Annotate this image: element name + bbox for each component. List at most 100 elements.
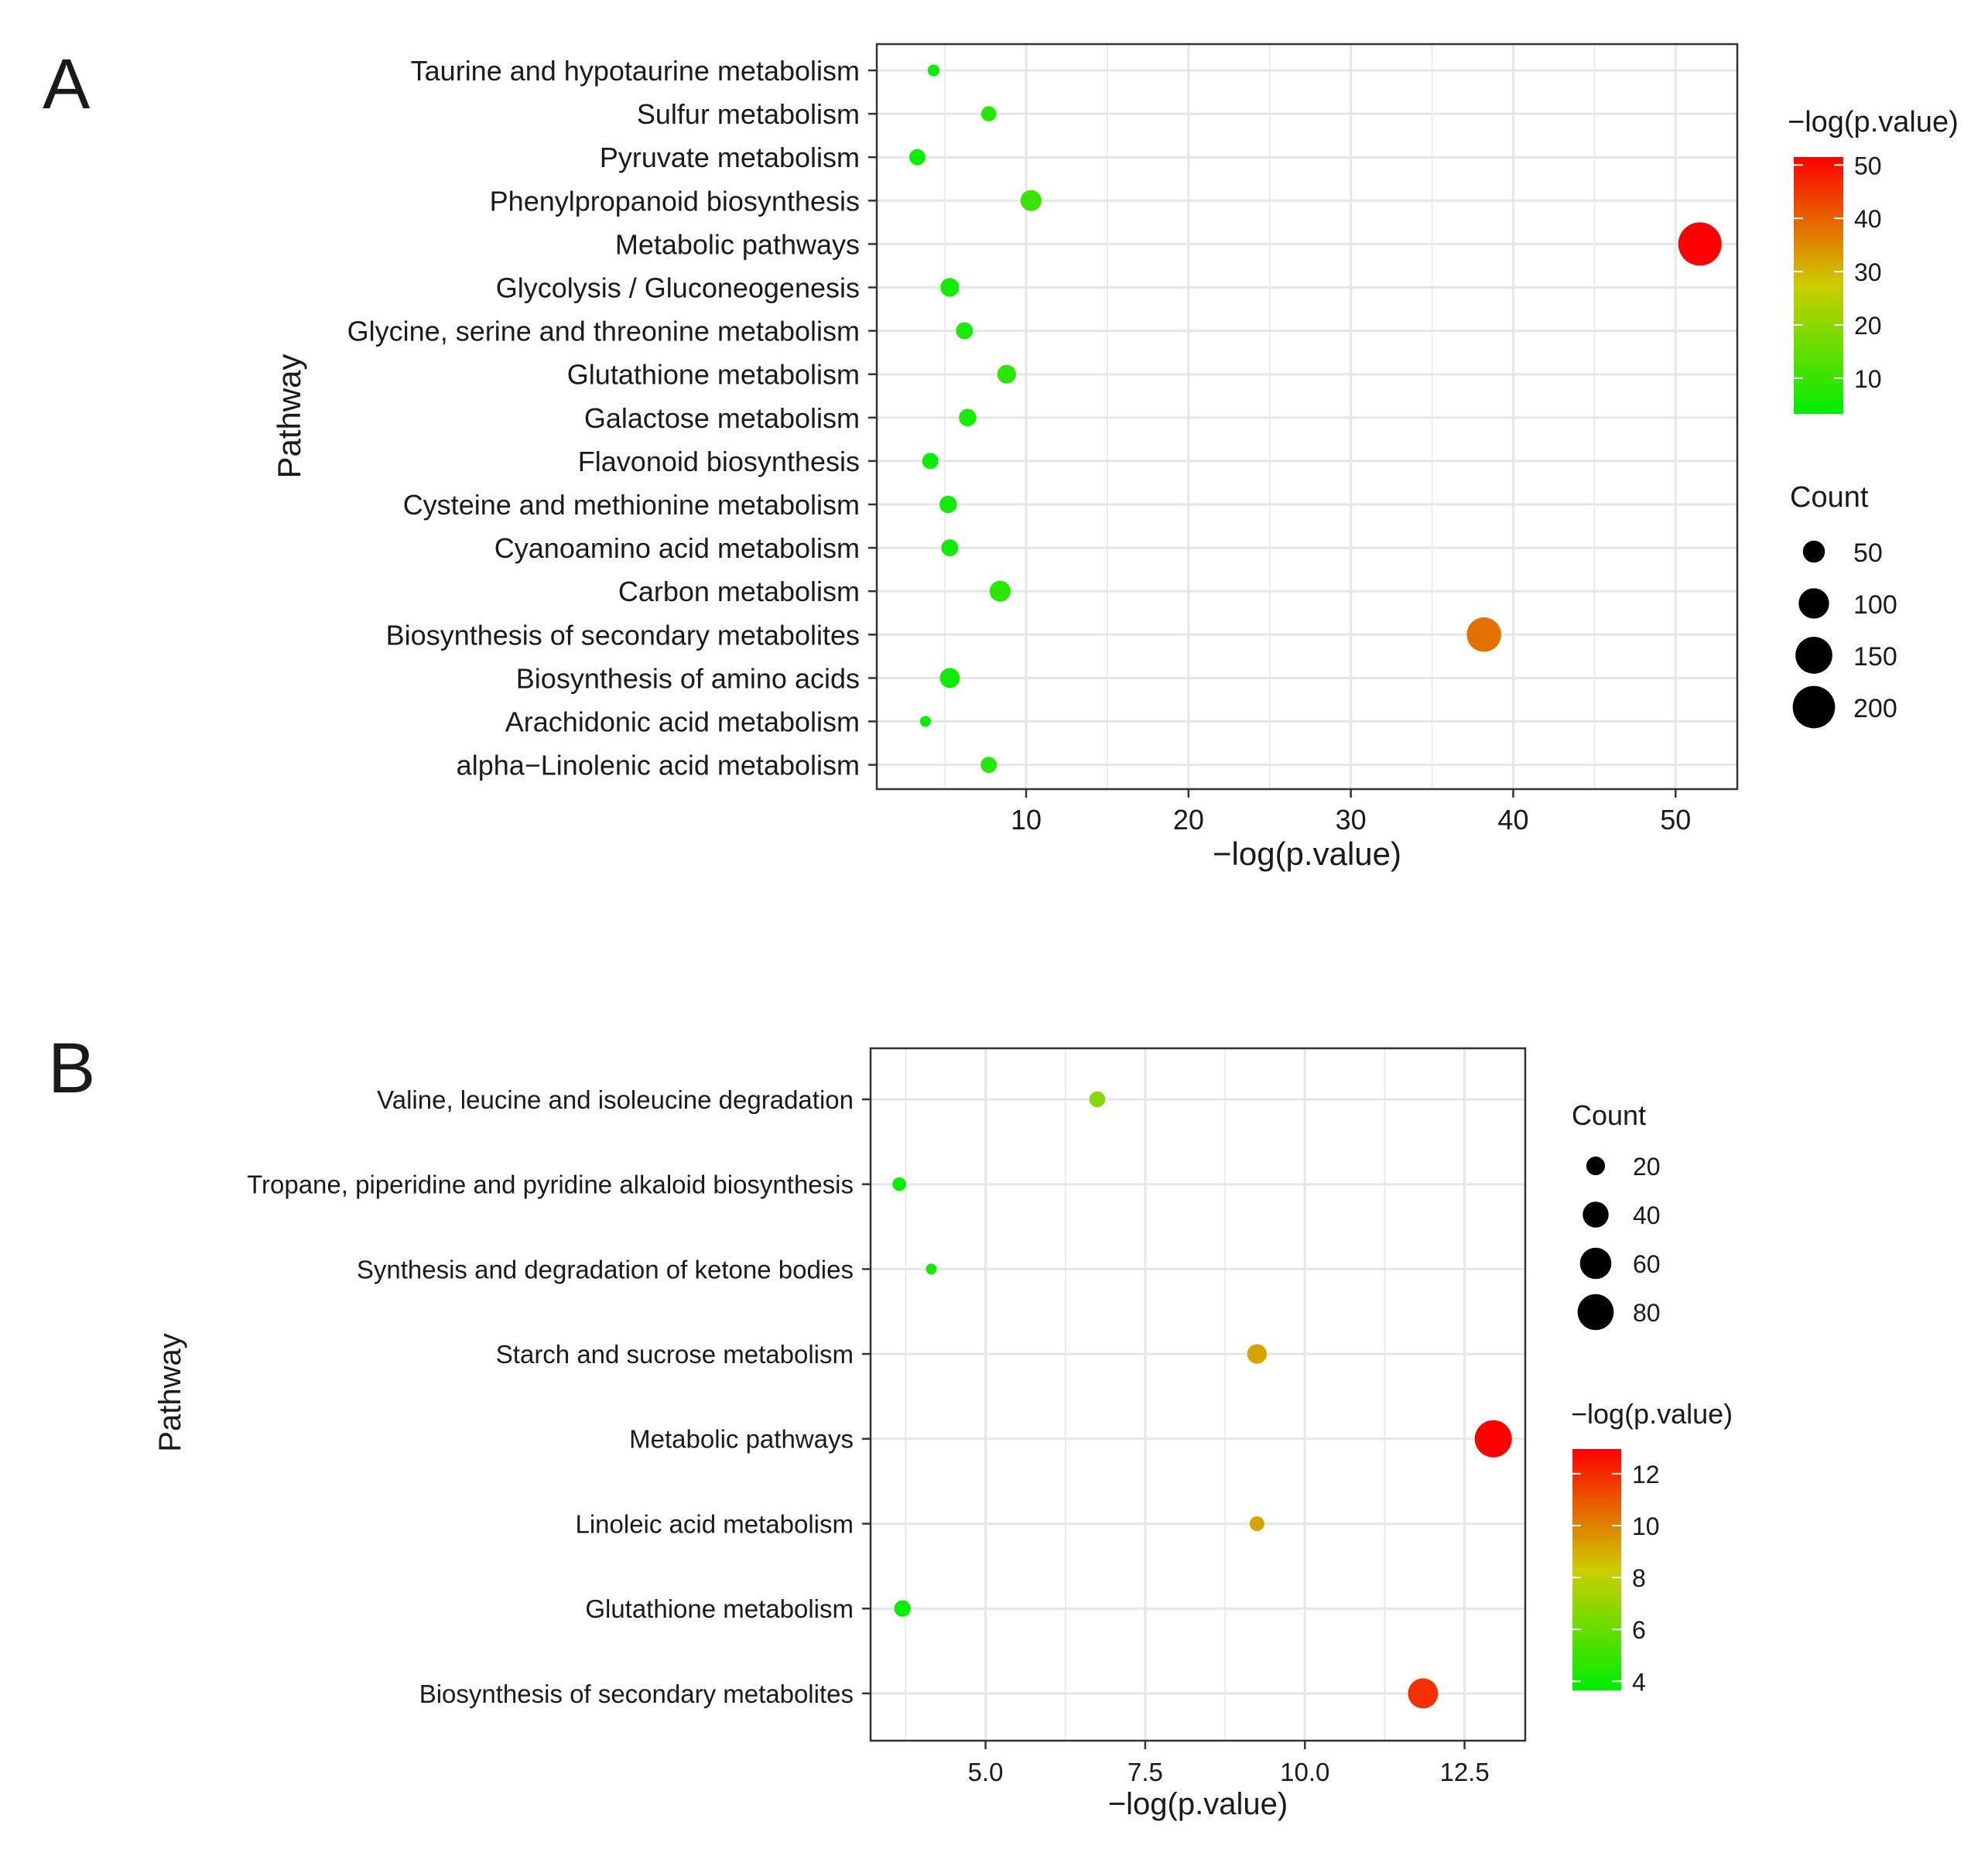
plot-frame (869, 1047, 1527, 1742)
size-legend-item: 50 (1802, 538, 1883, 568)
data-point (894, 1600, 911, 1617)
y-tick-label: Phenylpropanoid biosynthesis (490, 185, 860, 217)
color-legend-tick-label: 12 (1632, 1461, 1660, 1488)
x-tick-label: 5.0 (968, 1758, 1004, 1786)
color-legend-tick-label: 6 (1632, 1616, 1646, 1644)
size-legend-label: 40 (1633, 1201, 1661, 1229)
data-point (997, 364, 1016, 384)
color-bar (1572, 1449, 1621, 1690)
data-points (892, 1091, 1512, 1709)
size-legend-circle (1802, 540, 1825, 563)
y-tick-label: Taurine and hypotaurine metabolism (411, 55, 860, 87)
data-point (980, 757, 997, 774)
x-axis: 5.0 7.5 10.0 12.5 (968, 1741, 1490, 1786)
y-tick-label: alpha−Linolenic acid metabolism (457, 750, 860, 781)
size-legend: Count 50 100 150 200 (1790, 481, 1897, 729)
y-tick-label: Tropane, piperidine and pyridine alkaloi… (247, 1171, 854, 1199)
x-tick-label: 12.5 (1439, 1758, 1489, 1786)
panel-b-chart: Valine, leucine and isoleucine degradati… (153, 1047, 1733, 1821)
y-tick-label: Metabolic pathways (615, 228, 860, 260)
y-tick-label: Biosynthesis of secondary metabolites (419, 1680, 854, 1708)
y-tick-label: Galactose metabolism (584, 402, 860, 434)
size-legend-circle (1792, 685, 1836, 729)
color-bar (1794, 157, 1843, 414)
panel-a-chart: Taurine and hypotaurine metabolism Sulfur… (271, 43, 1959, 872)
size-legend-label: 60 (1633, 1250, 1661, 1278)
color-legend-title: −log(p.value) (1788, 106, 1959, 138)
data-point (1089, 1091, 1106, 1108)
data-points (909, 64, 1722, 774)
y-tick-label: Flavonoid biosynthesis (578, 446, 860, 477)
y-axis-title: Pathway (271, 354, 307, 478)
data-point (927, 64, 939, 77)
data-point (939, 668, 960, 689)
color-legend-tick-label: 4 (1632, 1668, 1646, 1696)
grid-lines (877, 44, 1737, 789)
x-tick-label: 7.5 (1127, 1758, 1163, 1786)
size-legend-item: 40 (1583, 1201, 1661, 1229)
x-tick-label: 40 (1497, 804, 1528, 836)
color-legend-tick-label: 10 (1632, 1512, 1660, 1540)
y-axis: Valine, leucine and isoleucine degradati… (247, 1085, 871, 1708)
size-legend-item: 60 (1579, 1247, 1661, 1280)
size-legend-circle (1577, 1294, 1614, 1331)
x-tick-label: 30 (1336, 804, 1367, 836)
data-point (892, 1177, 906, 1191)
y-tick-label: Glutathione metabolism (567, 359, 860, 391)
data-point (909, 149, 926, 166)
y-tick-label: Glutathione metabolism (585, 1594, 854, 1623)
size-legend-label: 20 (1633, 1153, 1661, 1181)
x-axis-title: −log(p.value) (1213, 836, 1401, 872)
y-tick-label: Pyruvate metabolism (600, 142, 860, 173)
x-tick-label: 10 (1011, 804, 1042, 836)
color-legend-tick-label: 10 (1854, 365, 1882, 393)
size-legend-label: 50 (1853, 538, 1883, 568)
size-legend-item: 100 (1798, 588, 1897, 620)
data-point (959, 408, 977, 427)
panel-label-b: B (48, 1029, 95, 1108)
y-tick-label: Sulfur metabolism (637, 98, 860, 130)
size-legend-item: 20 (1586, 1153, 1661, 1181)
y-tick-label: Starch and sucrose metabolism (496, 1340, 854, 1369)
x-axis-title: −log(p.value) (1108, 1787, 1288, 1821)
y-tick-label: Metabolic pathways (629, 1425, 854, 1454)
color-legend-ticks: 4 6 8 10 12 (1572, 1461, 1660, 1696)
y-tick-label: Cysteine and methionine metabolism (403, 489, 860, 521)
y-axis: Taurine and hypotaurine metabolism Sulfur… (347, 55, 877, 781)
y-tick-label: Carbon metabolism (618, 576, 860, 607)
size-legend-circle (1798, 588, 1829, 619)
color-legend-tick-label: 30 (1854, 258, 1882, 286)
data-point (980, 106, 997, 121)
data-point (926, 1263, 937, 1275)
data-point (1020, 190, 1042, 211)
color-legend-ticks: 10 20 30 40 50 (1794, 152, 1882, 393)
size-legend-item: 150 (1795, 637, 1897, 674)
data-point (1408, 1678, 1439, 1709)
data-point (1249, 1516, 1264, 1532)
data-point (922, 453, 939, 470)
data-point (941, 539, 959, 557)
y-tick-label: Glycine, serine and threonine metabolism (347, 316, 860, 347)
y-tick-label: Biosynthesis of amino acids (516, 662, 860, 694)
color-legend-tick-label: 40 (1854, 205, 1882, 233)
y-axis-title: Pathway (153, 1333, 187, 1451)
color-legend-tick-label: 50 (1854, 152, 1882, 179)
x-tick-label: 20 (1173, 804, 1204, 836)
color-legend-tick-label: 20 (1854, 312, 1882, 340)
size-legend-circle (1795, 637, 1832, 674)
data-point (940, 278, 960, 297)
size-legend-circle (1583, 1201, 1609, 1228)
plot-background (871, 1048, 1525, 1741)
data-point (989, 580, 1011, 602)
size-legend-label: 150 (1853, 642, 1897, 672)
data-point (1678, 222, 1722, 266)
size-legend-label: 100 (1853, 590, 1897, 620)
data-point (1474, 1420, 1512, 1458)
data-point (956, 322, 973, 340)
x-tick-label: 10.0 (1280, 1758, 1329, 1786)
color-legend-title: −log(p.value) (1571, 1398, 1733, 1430)
y-tick-label: Arachidonic acid metabolism (505, 706, 860, 737)
plot-frame (875, 43, 1739, 791)
y-tick-label: Biosynthesis of secondary metabolites (386, 619, 860, 651)
size-legend: Count 20 40 60 80 (1572, 1099, 1661, 1331)
